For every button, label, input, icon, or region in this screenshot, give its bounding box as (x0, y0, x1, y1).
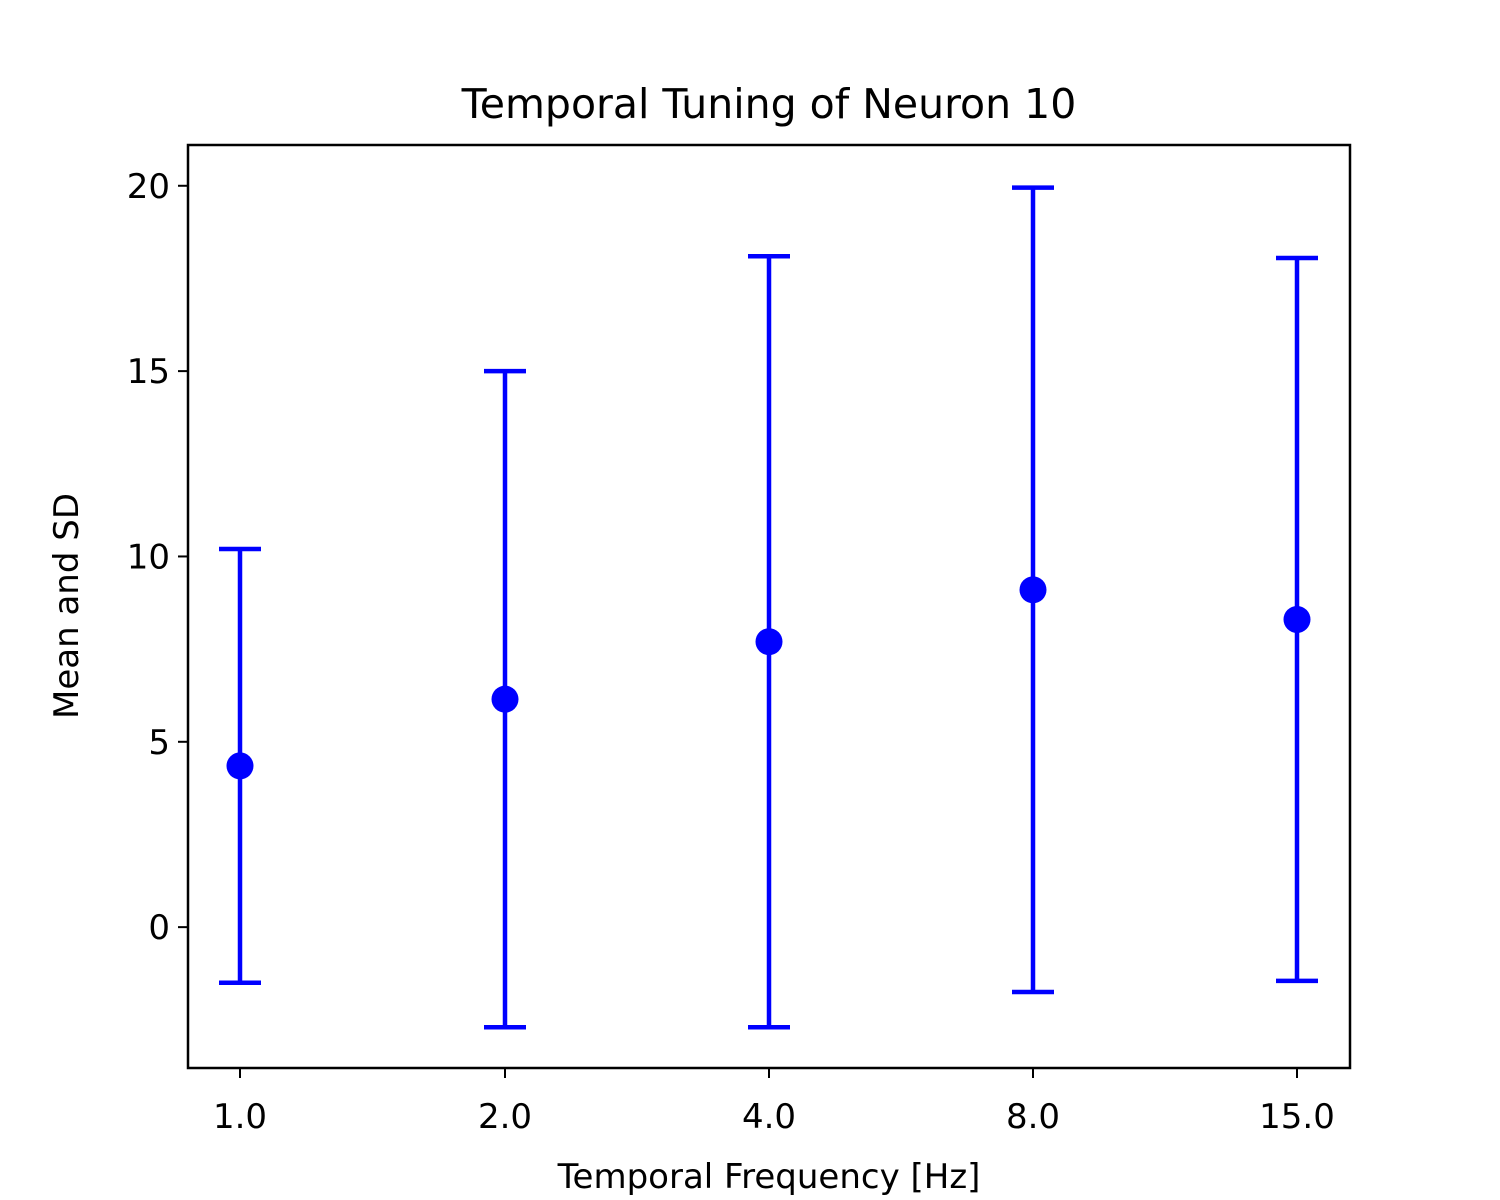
x-tick-label: 4.0 (742, 1097, 796, 1137)
x-tick-label: 15.0 (1259, 1097, 1335, 1137)
y-tick-label: 15 (127, 352, 170, 392)
y-tick-label: 0 (148, 908, 170, 948)
y-tick-label: 20 (127, 167, 170, 207)
y-axis-label: Mean and SD (47, 493, 87, 719)
chart-title: Temporal Tuning of Neuron 10 (461, 80, 1077, 128)
mean-point (1019, 576, 1047, 604)
mean-point (1283, 605, 1311, 633)
mean-point (491, 685, 519, 713)
error-bars (219, 185, 1318, 1030)
x-tick-label: 8.0 (1006, 1097, 1060, 1137)
y-axis: 0 5 10 15 20 (127, 167, 188, 948)
x-axis: 1.0 2.0 4.0 8.0 15.0 (213, 1068, 1335, 1137)
y-tick-label: 5 (148, 723, 170, 763)
data-points (226, 576, 1311, 780)
mean-point (755, 628, 783, 656)
y-tick-label: 10 (127, 537, 170, 577)
x-axis-label: Temporal Frequency [Hz] (557, 1157, 981, 1197)
mean-point (226, 752, 254, 780)
x-tick-label: 1.0 (213, 1097, 267, 1137)
x-tick-label: 2.0 (478, 1097, 532, 1137)
